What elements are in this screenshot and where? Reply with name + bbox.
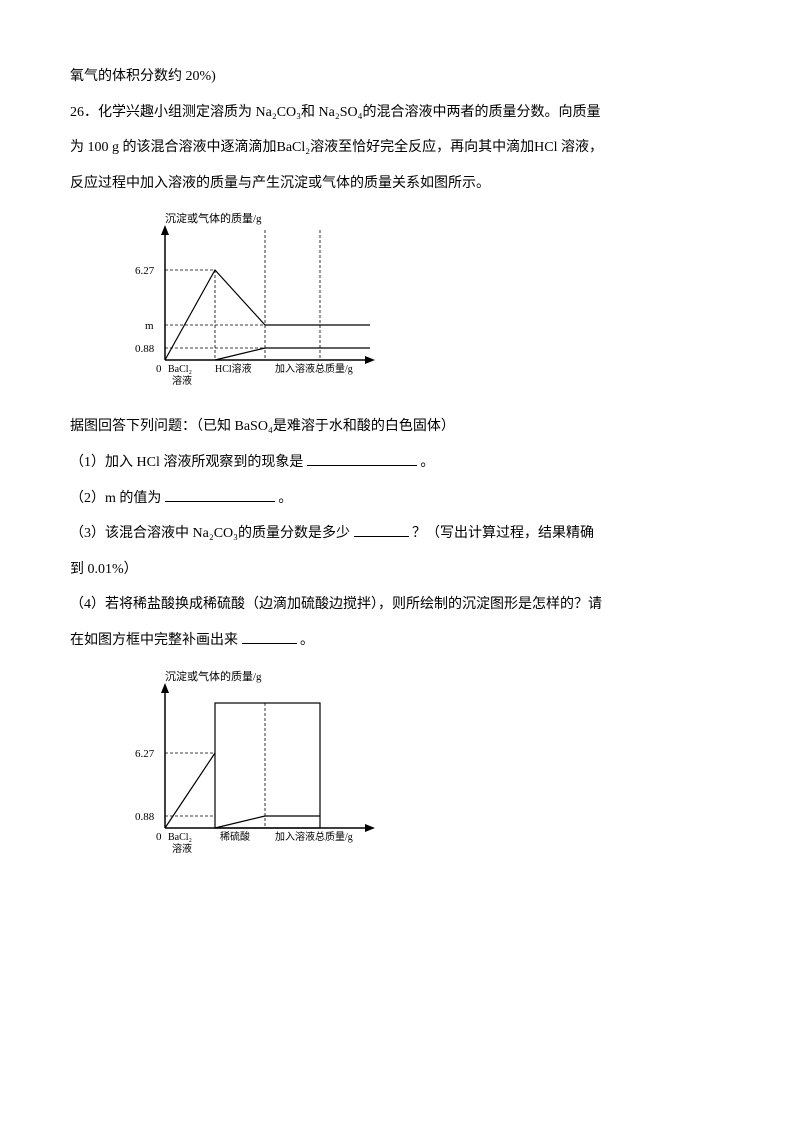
q1-prefix: （1）加入 HCl 溶液所观察到的现象是 [70, 455, 307, 470]
q4-prefix: 在如图方框中完整补画出来 [70, 633, 242, 648]
chart1-xlabel: 加入溶液总质量/g [275, 362, 353, 375]
chart1-xtick2: HCl溶液 [215, 362, 252, 375]
chart2-xtick2: 稀硫酸 [220, 830, 250, 843]
chart1-ytick3: 0.88 [135, 343, 155, 355]
chart2-xtick1: BaCl₂ [168, 832, 192, 843]
text-line-2: 26．化学兴趣小组测定溶质为 Na₂CO₃和 Na₂SO₄的混合溶液中两者的质量… [70, 96, 724, 130]
chart2-ytick1: 6.27 [135, 748, 155, 760]
text-line-3: 为 100 g 的该混合溶液中逐滴滴加BaCl₂溶液至恰好完全反应，再向其中滴加… [70, 131, 724, 165]
q3-suffix: ？（写出计算过程，结果精确 [409, 526, 595, 541]
question-1: （1）加入 HCl 溶液所观察到的现象是 。 [70, 446, 724, 480]
q3-prefix: （3）该混合溶液中 Na₂CO₃的质量分数是多少 [70, 526, 354, 541]
question-4-line2: 在如图方框中完整补画出来 。 [70, 624, 724, 658]
q1-blank [307, 452, 417, 466]
chart2-ytick3: 0.88 [135, 811, 155, 823]
q4-blank [242, 630, 297, 644]
question-3-line2: 到 0.01%） [70, 553, 724, 587]
chart2-ylabel: 沉淀或气体的质量/g [165, 669, 262, 683]
chart1-ytick1: 6.27 [135, 265, 155, 277]
question-4-line1: （4）若将稀盐酸换成稀硫酸（边滴加硫酸边搅拌），则所绘制的沉淀图形是怎样的？请 [70, 588, 724, 622]
q2-prefix: （2）m 的值为 [70, 491, 165, 506]
q2-suffix: 。 [275, 491, 293, 506]
question-2: （2）m 的值为 。 [70, 482, 724, 516]
chart1-xtick1b: 溶液 [172, 374, 192, 387]
chart-2-container: 沉淀或气体的质量/g 6.27 0.88 0 BaCl₂ 溶液 稀硫酸 加入溶液… [120, 668, 724, 868]
q2-blank [165, 488, 275, 502]
q1-suffix: 。 [417, 455, 435, 470]
chart1-xtick1: BaCl₂ [168, 364, 192, 375]
chart2-xlabel: 加入溶液总质量/g [275, 830, 353, 843]
chart-1: 沉淀或气体的质量/g 6.27 m 0.88 0 BaCl₂ 溶液 HCl溶液 … [120, 210, 400, 400]
chart-1-container: 沉淀或气体的质量/g 6.27 m 0.88 0 BaCl₂ 溶液 HCl溶液 … [120, 210, 724, 400]
q3-blank [354, 523, 409, 537]
chart-2: 沉淀或气体的质量/g 6.27 0.88 0 BaCl₂ 溶液 稀硫酸 加入溶液… [120, 668, 400, 868]
chart1-origin: 0 [156, 363, 162, 375]
text-line-5: 据图回答下列问题：（已知 BaSO₄是难溶于水和酸的白色固体） [70, 410, 724, 444]
chart2-origin: 0 [156, 831, 162, 843]
question-3: （3）该混合溶液中 Na₂CO₃的质量分数是多少 ？（写出计算过程，结果精确 [70, 517, 724, 551]
chart2-xtick1b: 溶液 [172, 842, 192, 855]
q4-suffix: 。 [297, 633, 315, 648]
text-line-1: 氧气的体积分数约 20%) [70, 60, 724, 94]
chart1-ytick2: m [145, 320, 154, 332]
text-line-4: 反应过程中加入溶液的质量与产生沉淀或气体的质量关系如图所示。 [70, 167, 724, 201]
chart1-ylabel: 沉淀或气体的质量/g [165, 211, 262, 225]
